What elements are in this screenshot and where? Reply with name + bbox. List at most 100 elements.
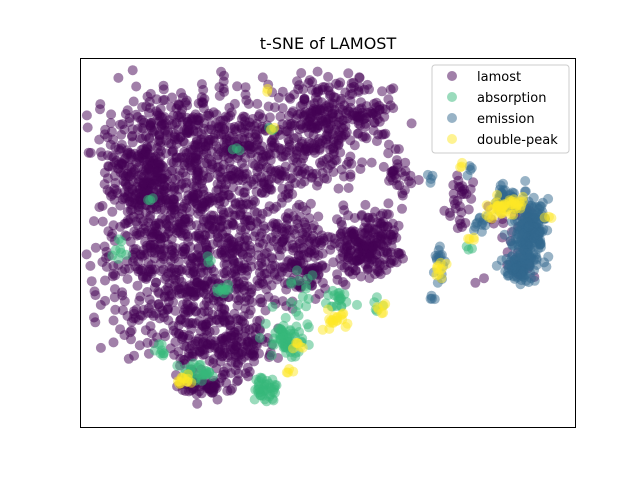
point-lamost (108, 268, 119, 279)
point-lamost (173, 320, 184, 331)
point-lamost (116, 129, 127, 140)
point-lamost (219, 316, 230, 327)
point-absorption (254, 376, 265, 387)
point-lamost (181, 341, 192, 352)
point-emission (543, 193, 554, 204)
point-lamost (203, 173, 213, 184)
point-lamost (315, 138, 326, 149)
point-lamost (328, 98, 339, 109)
point-lamost (266, 221, 277, 232)
point-absorption (254, 332, 265, 343)
point-lamost (313, 211, 324, 222)
point-lamost (149, 221, 160, 231)
point-double-peak (337, 309, 348, 320)
point-lamost (149, 264, 160, 275)
point-lamost (110, 304, 121, 315)
point-lamost (230, 126, 241, 137)
point-lamost (294, 165, 304, 176)
point-lamost (384, 175, 395, 186)
plot-frame (80, 58, 576, 428)
point-lamost (399, 185, 410, 196)
point-lamost (119, 218, 130, 229)
point-lamost (109, 292, 120, 303)
point-lamost (85, 260, 96, 271)
point-emission (529, 265, 539, 276)
point-absorption (291, 306, 301, 317)
point-lamost (383, 148, 394, 159)
point-lamost (90, 317, 101, 328)
point-emission (462, 170, 473, 181)
point-lamost (230, 340, 241, 351)
point-lamost (384, 257, 395, 268)
point-lamost (293, 223, 304, 234)
point-lamost (85, 147, 96, 158)
point-lamost (240, 216, 251, 227)
point-emission (425, 177, 436, 188)
point-lamost (179, 125, 190, 136)
point-lamost (113, 144, 124, 155)
point-lamost (173, 100, 184, 110)
point-absorption (334, 287, 345, 298)
point-lamost (240, 82, 251, 93)
point-lamost (188, 125, 199, 136)
point-lamost (249, 174, 259, 185)
legend: lamost absorption emission double-peak (431, 64, 570, 154)
point-lamost (288, 243, 299, 253)
point-lamost (325, 89, 336, 100)
point-lamost (215, 166, 226, 177)
point-lamost (397, 203, 407, 214)
point-lamost (94, 202, 105, 213)
point-lamost (385, 84, 396, 95)
point-lamost (168, 251, 179, 262)
point-lamost (349, 140, 360, 151)
point-lamost (375, 260, 386, 271)
point-emission (534, 203, 545, 214)
point-lamost (157, 213, 167, 224)
point-absorption (267, 338, 278, 349)
point-lamost (163, 221, 174, 232)
point-absorption (188, 358, 199, 369)
point-lamost (276, 266, 287, 277)
point-lamost (117, 305, 128, 316)
point-absorption (352, 299, 362, 310)
point-lamost (204, 326, 215, 337)
point-double-peak (506, 196, 517, 207)
legend-box (431, 64, 570, 154)
point-lamost (122, 206, 133, 217)
point-lamost (108, 337, 119, 348)
point-lamost (162, 282, 173, 293)
point-lamost (393, 247, 404, 258)
point-double-peak (186, 377, 197, 388)
point-lamost (251, 322, 262, 333)
point-absorption (219, 285, 230, 295)
point-lamost (135, 227, 146, 238)
point-lamost (208, 195, 218, 206)
point-lamost (175, 165, 185, 176)
point-emission (502, 268, 513, 279)
point-lamost (207, 309, 218, 320)
point-lamost (256, 228, 267, 239)
point-lamost (296, 178, 307, 189)
point-lamost (203, 136, 214, 147)
point-lamost (267, 140, 278, 151)
point-lamost (134, 340, 145, 351)
point-lamost (228, 182, 239, 193)
point-lamost (94, 134, 105, 145)
point-lamost (206, 124, 217, 135)
point-lamost (448, 180, 459, 190)
point-lamost (240, 327, 250, 338)
point-lamost (188, 189, 199, 200)
point-lamost (257, 297, 268, 308)
point-lamost (326, 240, 337, 251)
point-lamost (296, 68, 307, 78)
point-lamost (298, 111, 309, 122)
point-absorption (269, 382, 280, 393)
point-lamost (277, 192, 288, 203)
point-lamost (205, 338, 216, 349)
point-double-peak (340, 321, 351, 332)
point-lamost (366, 157, 377, 168)
point-lamost (343, 183, 354, 193)
point-lamost (297, 136, 307, 147)
point-lamost (269, 102, 280, 113)
